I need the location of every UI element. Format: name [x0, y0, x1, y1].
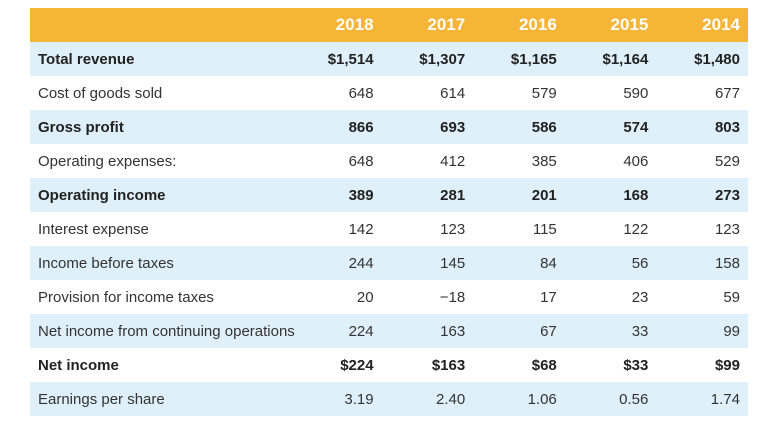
cell-value: $99	[714, 356, 740, 374]
year-header: 2014	[656, 8, 748, 42]
cell-value: 67	[473, 314, 565, 348]
cell-value: $33	[623, 356, 649, 374]
cell-value: 586	[473, 110, 565, 144]
table-row: Operating expenses: 648 412 385 406 529	[30, 144, 748, 178]
cell-value: 3.19	[290, 382, 382, 416]
cell-value: 273	[656, 178, 748, 212]
table-row: Cost of goods sold 648 614 579 590 677	[30, 76, 748, 110]
cell-value: 122	[623, 220, 649, 238]
table-row: Interest expense 142 123 115 122 123	[30, 212, 748, 246]
cell-value: 693	[381, 110, 474, 144]
cell-value: 163	[381, 314, 474, 348]
table-row: Gross profit 866 693 586 574 803	[30, 110, 748, 144]
cell-value: 56	[564, 246, 657, 280]
table-row: Net income $224 $163 $68 $33 $99	[30, 348, 748, 382]
cell-value: $1,307	[381, 42, 474, 76]
cell-value: 168	[564, 178, 657, 212]
cell-value: 677	[714, 84, 740, 102]
cell-value: 579	[531, 84, 557, 102]
header-row: 2018 2017 2016 2015 2014	[30, 8, 748, 42]
year-header: 2015	[564, 8, 657, 42]
row-label: Net income	[38, 356, 119, 374]
row-label: Operating expenses:	[38, 152, 177, 170]
row-label: Income before taxes	[30, 246, 290, 280]
cell-value: 0.56	[564, 382, 657, 416]
cell-value: 123	[714, 220, 740, 238]
table-row: Net income from continuing operations 224…	[30, 314, 748, 348]
cell-value: $1,480	[656, 42, 748, 76]
cell-value: 20	[356, 288, 374, 306]
row-label: Net income from continuing operations	[30, 314, 295, 348]
cell-value: 389	[290, 178, 382, 212]
cell-value: $1,164	[564, 42, 657, 76]
year-header: 2018	[290, 8, 382, 42]
cell-value: 23	[631, 288, 649, 306]
table-row: Operating income 389 281 201 168 273	[30, 178, 748, 212]
cell-value: 145	[381, 246, 474, 280]
cell-value: 244	[290, 246, 382, 280]
row-label: Operating income	[30, 178, 290, 212]
cell-value: $68	[531, 356, 557, 374]
cell-value: 385	[531, 152, 557, 170]
cell-value: 406	[623, 152, 649, 170]
cell-value: 648	[348, 84, 374, 102]
year-header: 2017	[381, 8, 474, 42]
year-header: 2016	[473, 8, 565, 42]
cell-value: 99	[656, 314, 748, 348]
table-row: Income before taxes 244 145 84 56 158	[30, 246, 748, 280]
cell-value: 33	[564, 314, 657, 348]
income-table: 2018 2017 2016 2015 2014 Total revenue $1,514…	[30, 8, 748, 416]
cell-value: 17	[540, 288, 557, 306]
cell-value: 201	[473, 178, 565, 212]
cell-value: 574	[564, 110, 657, 144]
cell-value: $224	[340, 356, 374, 374]
cell-value: 412	[440, 152, 466, 170]
cell-value: 2.40	[381, 382, 474, 416]
cell-value: 529	[714, 152, 740, 170]
cell-value: $163	[431, 356, 466, 374]
table-row: Total revenue $1,514 $1,307 $1,165 $1,164 $1,…	[30, 42, 748, 76]
cell-value: $1,514	[290, 42, 382, 76]
row-label: Earnings per share	[30, 382, 290, 416]
header-corner	[30, 8, 290, 42]
cell-value: 1.74	[656, 382, 748, 416]
cell-value: 142	[348, 220, 374, 238]
row-label: Cost of goods sold	[38, 84, 163, 102]
cell-value: 281	[381, 178, 474, 212]
cell-value: 614	[440, 84, 466, 102]
cell-value: 224	[290, 314, 382, 348]
cell-value: 648	[348, 152, 374, 170]
cell-value: 803	[656, 110, 748, 144]
cell-value: 866	[290, 110, 382, 144]
table-row: Provision for income taxes 20 −18 17 23 59	[30, 280, 748, 314]
cell-value: $1,165	[473, 42, 565, 76]
table-body: Total revenue $1,514 $1,307 $1,165 $1,164 $1,…	[30, 42, 748, 416]
cell-value: 123	[440, 220, 466, 238]
cell-value: 59	[723, 288, 740, 306]
cell-value: 590	[623, 84, 649, 102]
cell-value: 1.06	[473, 382, 565, 416]
row-label: Total revenue	[30, 42, 290, 76]
cell-value: 158	[656, 246, 748, 280]
row-label: Interest expense	[38, 220, 149, 238]
table-row: Earnings per share 3.19 2.40 1.06 0.56 1.74	[30, 382, 748, 416]
cell-value: −18	[439, 288, 466, 306]
cell-value: 84	[473, 246, 565, 280]
row-label: Provision for income taxes	[38, 288, 214, 306]
row-label: Gross profit	[30, 110, 290, 144]
cell-value: 115	[532, 220, 557, 238]
